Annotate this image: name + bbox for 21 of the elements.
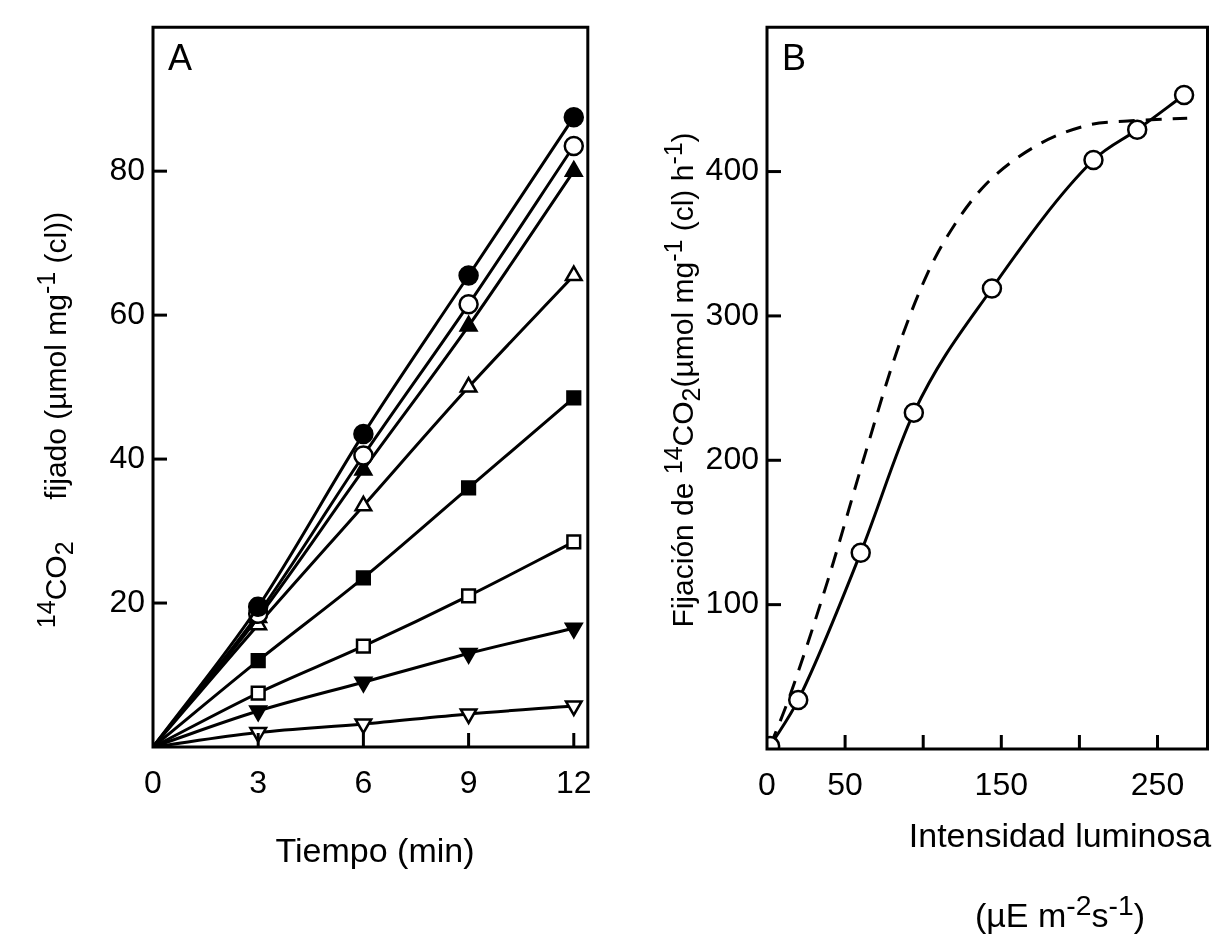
- x-tick-label: 3: [249, 764, 268, 801]
- x-tick-label: 50: [827, 766, 863, 803]
- chart-title: B: [782, 37, 807, 79]
- y-tick-label: 200: [705, 440, 759, 477]
- chart-title: A: [168, 37, 193, 79]
- y-tick-label: 40: [109, 438, 145, 475]
- y-tick-label: 100: [705, 584, 759, 621]
- x-tick-label: 6: [354, 764, 373, 801]
- x-tick-label: 9: [459, 764, 478, 801]
- y-tick-label: 400: [705, 151, 759, 188]
- y-tick-label: 300: [705, 295, 759, 332]
- x-tick-label: 0: [758, 766, 776, 803]
- y-tick-label: 60: [109, 294, 145, 331]
- x-tick-label: 0: [144, 764, 162, 801]
- y-tick-label: 80: [109, 150, 145, 187]
- text: Intensidad luminosa (µE m$^{-2}$s$^{-1}$): [908, 816, 1212, 935]
- x-tick-label: 12: [555, 764, 592, 801]
- x-tick-label: 150: [974, 766, 1028, 803]
- x-tick-label: 250: [1130, 766, 1185, 803]
- x-axis-title: Tiempo (min): [274, 830, 476, 871]
- y-tick-label: 20: [109, 582, 145, 619]
